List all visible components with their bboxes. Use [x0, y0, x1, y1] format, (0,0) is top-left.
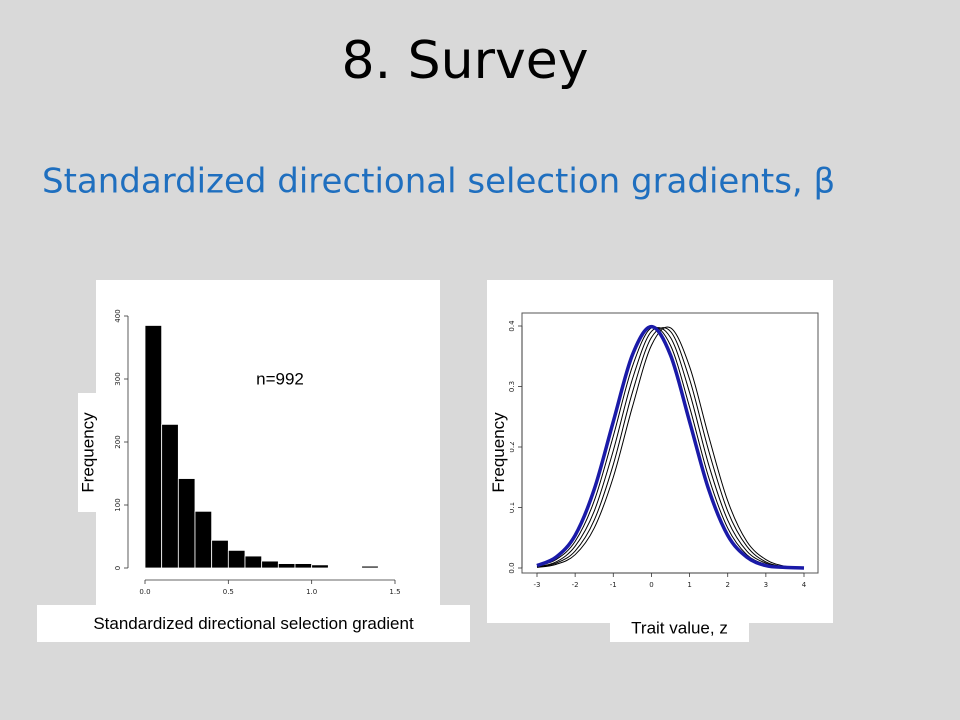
bar: [177, 478, 196, 569]
y-axis-label: Frequency: [78, 412, 97, 493]
slide-title: 8. Survey: [341, 31, 588, 91]
x-axis-label: Standardized directional selection gradi…: [93, 614, 414, 633]
x-tick-label: -3: [534, 581, 541, 589]
bar: [344, 566, 363, 569]
bar: [194, 510, 213, 569]
curve: [536, 327, 805, 569]
y-tick-label: 0: [114, 566, 122, 570]
y-tick-label: 400: [114, 309, 122, 322]
curve: [536, 326, 805, 568]
y-tick-label: 0.3: [508, 381, 516, 392]
x-tick-label: 1.5: [389, 588, 400, 596]
x-tick-label: 2: [725, 581, 729, 589]
x-axis-label: Trait value, z: [631, 618, 728, 637]
bar: [261, 560, 279, 569]
y-axis-label: Frequency: [489, 412, 508, 493]
bar: [211, 539, 229, 569]
bar: [161, 423, 179, 569]
labels: Frequency Standardized directional select…: [37, 393, 749, 642]
label-box: [487, 393, 510, 512]
x-tick-label: 0.5: [223, 588, 234, 596]
curve: [536, 324, 805, 570]
x-tick-label: 1: [687, 581, 691, 589]
x-tick-label: 3: [764, 581, 768, 589]
y-tick-label: 0.1: [508, 502, 516, 513]
bar: [244, 555, 263, 569]
slide-subtitle: Standardized directional selection gradi…: [42, 162, 835, 202]
x-tick-label: 1.0: [306, 588, 317, 596]
bar: [277, 563, 296, 569]
bar: [361, 565, 379, 569]
x-tick-label: 0.0: [139, 588, 150, 596]
y-tick-label: 0.2: [508, 441, 516, 452]
y-tick-label: 0.0: [508, 562, 516, 573]
y-tick-label: 0.4: [508, 320, 516, 332]
annotation: n=992: [256, 369, 304, 388]
x-tick-label: -2: [572, 581, 579, 589]
x-tick-label: 0: [649, 581, 653, 589]
label-box: [37, 605, 470, 642]
histogram-panel: 0.0 0.5 1.0 1.5 0 100 200 300 400 n=992: [96, 280, 440, 605]
y-tick-label: 200: [114, 435, 122, 448]
bar: [144, 325, 163, 569]
y-tick-label: 100: [114, 498, 122, 511]
x-tick-label: -1: [610, 581, 617, 589]
y-tick-label: 300: [114, 372, 122, 385]
curve: [536, 327, 805, 569]
bar: [227, 549, 246, 569]
label-box: [78, 393, 98, 512]
bar: [327, 566, 346, 569]
curve-panel: -3 -2 -1 0 1 2 3 4 0.0 0.1 0.2 0.3 0.4: [487, 280, 833, 623]
x-tick-label: 4: [802, 581, 807, 589]
label-box: [610, 614, 749, 642]
bar: [294, 563, 313, 569]
bar: [311, 564, 329, 569]
bar: [377, 566, 396, 569]
